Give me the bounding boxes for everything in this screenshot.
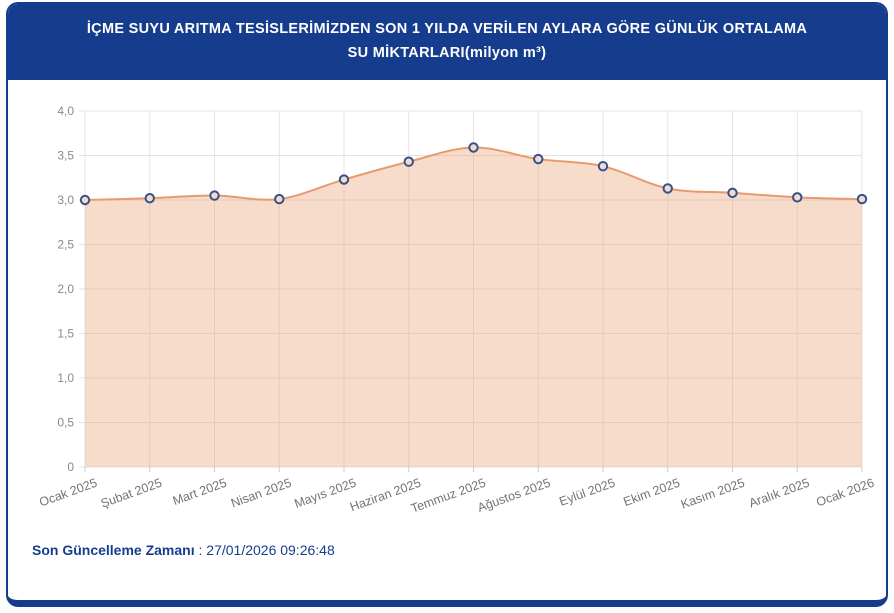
y-axis-label: 3,5 xyxy=(57,149,74,163)
data-point-marker[interactable] xyxy=(533,153,544,165)
x-axis-label: Aralık 2025 xyxy=(747,476,811,511)
data-point-marker[interactable] xyxy=(597,160,609,172)
x-axis-label: Ağustos 2025 xyxy=(476,476,553,515)
x-axis-label: Şubat 2025 xyxy=(99,476,164,511)
x-axis-label: Eylül 2025 xyxy=(557,476,617,509)
x-axis-label: Mayıs 2025 xyxy=(293,476,359,511)
data-point-marker[interactable] xyxy=(144,193,155,204)
y-axis-label: 1,5 xyxy=(57,327,74,341)
x-axis-label: Nisan 2025 xyxy=(229,476,293,511)
y-axis-label: 0,5 xyxy=(57,416,74,430)
y-axis-label: 2,0 xyxy=(57,282,74,296)
data-point-marker[interactable] xyxy=(468,142,479,153)
y-axis-label: 2,5 xyxy=(57,238,74,252)
y-axis-label: 0 xyxy=(67,460,74,474)
data-point-marker[interactable] xyxy=(727,187,738,199)
data-point-marker[interactable] xyxy=(274,193,285,205)
area-chart: 0 0,5 1,0 1,5 2,0 2,5 3,0 3,5 4,0 Ocak 2025 Şubat … xyxy=(37,104,876,516)
y-axis-label: 1,0 xyxy=(57,371,74,385)
last-update-separator: : xyxy=(194,542,207,558)
chart-area: 0 0,5 1,0 1,5 2,0 2,5 3,0 3,5 4,0 Ocak 2025 Şubat … xyxy=(8,80,886,532)
x-axis-label: Ocak 2025 xyxy=(37,476,99,510)
chart-title: İÇME SUYU ARITMA TESİSLERİMİZDEN SON 1 Y… xyxy=(86,21,808,61)
data-point-marker[interactable] xyxy=(79,194,91,206)
x-axis-label: Temmuz 2025 xyxy=(409,476,488,516)
series-area-fill xyxy=(85,147,862,467)
last-update-label: Son Güncelleme Zamanı xyxy=(32,542,195,558)
x-axis-label: Ekim 2025 xyxy=(621,476,681,509)
chart-title-bar: İÇME SUYU ARITMA TESİSLERİMİZDEN SON 1 Y… xyxy=(8,4,886,80)
y-axis-label: 3,0 xyxy=(57,193,74,207)
data-point-marker[interactable] xyxy=(856,193,868,205)
x-axis-label: Mart 2025 xyxy=(171,476,229,508)
last-update-value: 27/01/2026 09:26:48 xyxy=(206,542,335,558)
data-point-marker[interactable] xyxy=(792,192,803,203)
y-axis-label: 4,0 xyxy=(57,104,74,118)
data-point-marker[interactable] xyxy=(662,183,673,194)
report-card: İÇME SUYU ARITMA TESİSLERİMİZDEN SON 1 Y… xyxy=(6,2,888,607)
data-point-marker[interactable] xyxy=(209,190,220,201)
data-point-marker[interactable] xyxy=(338,174,350,185)
last-update: Son Güncelleme Zamanı : 27/01/2026 09:26… xyxy=(8,532,886,558)
data-point-marker[interactable] xyxy=(403,156,414,167)
x-axis-label: Kasım 2025 xyxy=(679,476,747,512)
x-axis-label: Ocak 2026 xyxy=(814,476,876,510)
